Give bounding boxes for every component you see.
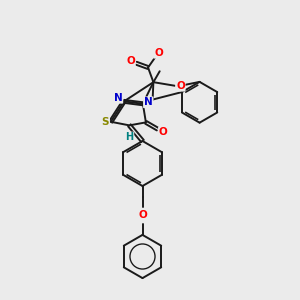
Text: N: N [144, 97, 153, 107]
Text: O: O [176, 81, 185, 91]
Text: O: O [126, 56, 135, 66]
Text: S: S [102, 117, 109, 127]
Text: O: O [159, 128, 168, 137]
Text: O: O [154, 48, 163, 58]
Text: O: O [138, 210, 147, 220]
Text: N: N [114, 93, 122, 103]
Text: H: H [125, 132, 134, 142]
